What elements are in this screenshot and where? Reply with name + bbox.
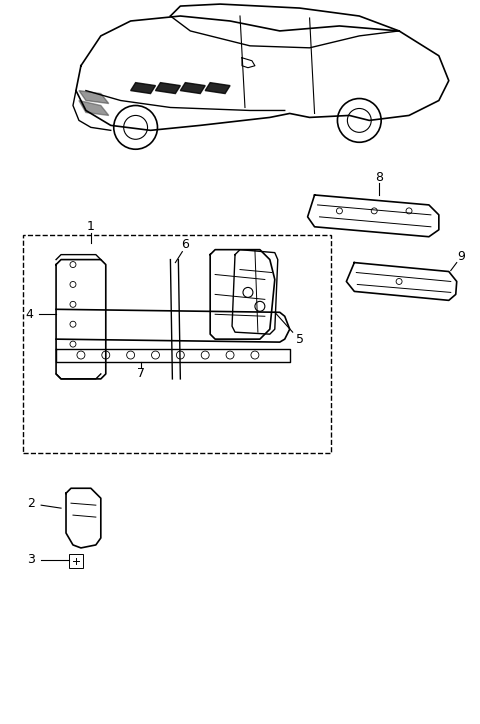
Polygon shape (180, 83, 205, 93)
Text: 4: 4 (25, 308, 33, 321)
Bar (23, 235, 332, 453)
Polygon shape (156, 83, 180, 93)
Text: 5: 5 (296, 332, 304, 345)
Polygon shape (79, 101, 109, 115)
Text: 9: 9 (457, 250, 465, 263)
Polygon shape (79, 90, 109, 104)
Text: 2: 2 (27, 497, 35, 510)
Bar (69, 554, 83, 568)
Text: 1: 1 (87, 220, 95, 233)
Text: 6: 6 (181, 238, 189, 251)
Text: 8: 8 (375, 171, 383, 184)
Polygon shape (131, 83, 156, 93)
Polygon shape (205, 83, 230, 93)
Text: 3: 3 (27, 553, 35, 566)
Text: 7: 7 (137, 368, 144, 380)
